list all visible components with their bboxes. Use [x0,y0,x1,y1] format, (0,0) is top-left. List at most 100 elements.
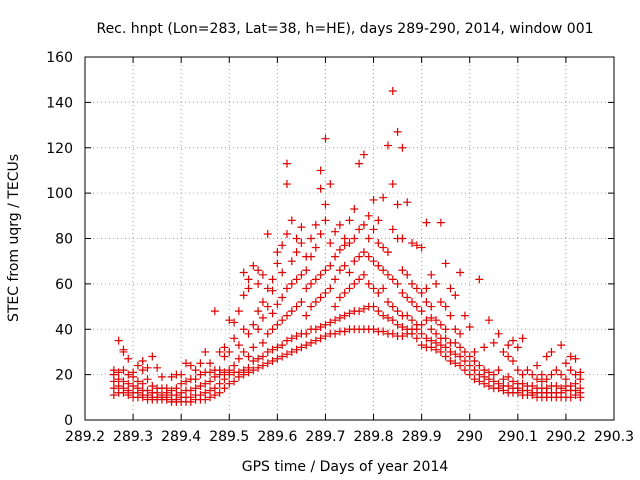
data-point [254,266,263,275]
data-point [412,241,421,250]
data-point [273,343,282,352]
data-point [432,279,441,288]
data-point [355,307,364,316]
data-point [297,223,306,232]
data-point [427,302,436,311]
data-point [355,159,364,168]
data-point [124,386,133,395]
data-point [441,343,450,352]
data-point [297,270,306,279]
data-point [316,334,325,343]
data-point [460,347,469,356]
data-point [230,334,239,343]
data-point [436,218,445,227]
data-point [196,359,205,368]
data-point [417,288,426,297]
data-point [244,329,253,338]
data-point [398,322,407,331]
data-point [340,241,349,250]
data-point [119,345,128,354]
data-point [561,359,570,368]
data-point [268,345,277,354]
data-point [345,216,354,225]
data-point [388,302,397,311]
data-point [302,284,311,293]
data-point [359,248,368,257]
data-point [225,347,234,356]
data-point [201,379,210,388]
data-point [388,316,397,325]
data-point [321,266,330,275]
data-point [201,395,210,404]
data-point [157,372,166,381]
data-point [542,384,551,393]
data-point [215,366,224,375]
data-point [143,375,152,384]
data-point [249,261,258,270]
data-point [557,341,566,350]
data-point [225,316,234,325]
data-point [302,266,311,275]
data-point [143,386,152,395]
data-point [446,284,455,293]
data-point [379,266,388,275]
data-point [345,284,354,293]
data-point [566,393,575,402]
data-point [307,252,316,261]
x-tick-label: 289.3 [113,429,153,445]
data-point [436,347,445,356]
data-point [408,316,417,325]
data-point [470,375,479,384]
data-point [316,166,325,175]
data-point [282,284,291,293]
data-point [254,279,263,288]
data-point [239,366,248,375]
data-point [244,284,253,293]
data-point [119,377,128,386]
data-point [547,370,556,379]
data-point [533,375,542,384]
data-point [326,239,335,248]
data-point [263,329,272,338]
data-point [292,332,301,341]
data-point [489,370,498,379]
data-point [292,345,301,354]
data-point [282,311,291,320]
data-point [273,259,282,268]
data-point [475,370,484,379]
x-tick-label: 290.3 [594,429,634,445]
data-point [557,384,566,393]
data-point [369,195,378,204]
data-point [552,381,561,390]
data-point [311,220,320,229]
data-point [215,388,224,397]
data-point [504,352,513,361]
data-point [364,252,373,261]
data-point [465,370,474,379]
data-point [133,384,142,393]
data-point [278,316,287,325]
data-point [268,309,277,318]
data-point [470,347,479,356]
data-point [181,377,190,386]
data-point [307,279,316,288]
data-point [254,325,263,334]
data-point [278,241,287,250]
data-point [335,220,344,229]
data-point [206,393,215,402]
grid-lines [85,57,614,420]
data-point [441,302,450,311]
data-point [316,229,325,238]
data-point [282,180,291,189]
data-point [571,379,580,388]
data-point [220,368,229,377]
data-point [335,245,344,254]
data-point [340,234,349,243]
data-point [345,268,354,277]
data-point [374,239,383,248]
data-point [206,368,215,377]
data-point [451,359,460,368]
data-point [417,320,426,329]
data-point [513,343,522,352]
data-point [441,352,450,361]
